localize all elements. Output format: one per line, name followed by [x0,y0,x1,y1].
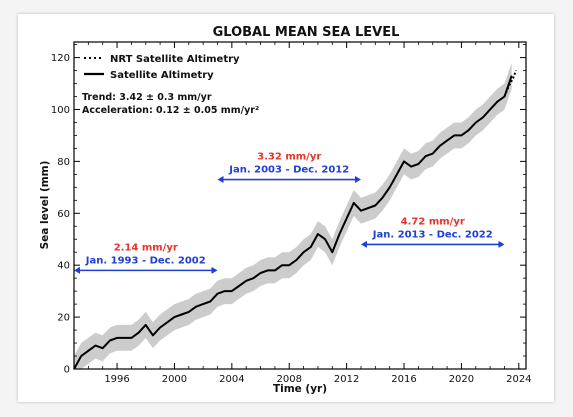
y-tick-label: 60 [57,209,70,220]
acceleration-text: Acceleration: 0.12 ± 0.05 mm/yr² [82,105,259,116]
x-tick-label: 2012 [334,374,359,385]
period-rate-label: 2.14 mm/yr [114,242,178,253]
period-arrowhead-right [211,266,218,274]
period-arrowhead-left [360,240,367,248]
period-arrowhead-left [217,176,224,184]
y-tick-label: 100 [51,105,70,116]
trend-text: Trend: 3.42 ± 0.3 mm/yr [82,92,212,103]
sea-level-chart: GLOBAL MEAN SEA LEVEL Jan. 1993 - Dec. 2… [39,25,532,395]
period-date-label: Jan. 1993 - Dec. 2002 [85,255,206,266]
period-arrowhead-left [74,266,80,274]
chart-frame: GLOBAL MEAN SEA LEVEL Jan. 1993 - Dec. 2… [18,14,554,402]
x-axis-label: Time (yr) [273,383,327,395]
chart-title: GLOBAL MEAN SEA LEVEL [213,25,400,40]
period-date-label: Jan. 2013 - Dec. 2022 [372,229,493,240]
period-arrowhead-right [498,240,505,248]
y-tick-label: 20 [57,313,70,324]
legend-label-satellite: Satellite Altimetry [110,70,214,81]
axis-ticks: 1996 2000 2004 2008 2012 2016 2020 2024 0 20 40 60 8… [51,42,532,385]
period-date-label: Jan. 2003 - Dec. 2012 [228,165,349,176]
y-tick-label: 40 [57,261,70,272]
y-tick-label: 120 [51,53,70,64]
x-tick-label: 1996 [104,374,129,385]
x-tick-label: 2008 [277,374,302,385]
period-arrowhead-right [354,176,361,184]
period-rate-label: 3.32 mm/yr [257,152,321,163]
x-tick-label: 2000 [162,374,187,385]
period-rate-label: 4.72 mm/yr [401,216,465,227]
series-layer [73,70,517,370]
legend: NRT Satellite Altimetry Satellite Altime… [84,54,240,81]
x-tick-label: 2024 [506,374,531,385]
x-tick-label: 2004 [219,374,244,385]
series-line-satellite [73,75,513,370]
x-tick-label: 2020 [449,374,474,385]
y-tick-label: 0 [64,365,70,376]
series-line-nrt [503,70,517,97]
period-annotations: Jan. 1993 - Dec. 2002 2.14 mm/yr Jan. 2003… [74,152,505,274]
legend-label-nrt: NRT Satellite Altimetry [110,54,240,65]
plot-area-border [73,41,527,370]
x-tick-label: 2016 [391,374,416,385]
y-tick-label: 80 [57,157,70,168]
y-axis-label: Sea level (mm) [39,161,51,250]
